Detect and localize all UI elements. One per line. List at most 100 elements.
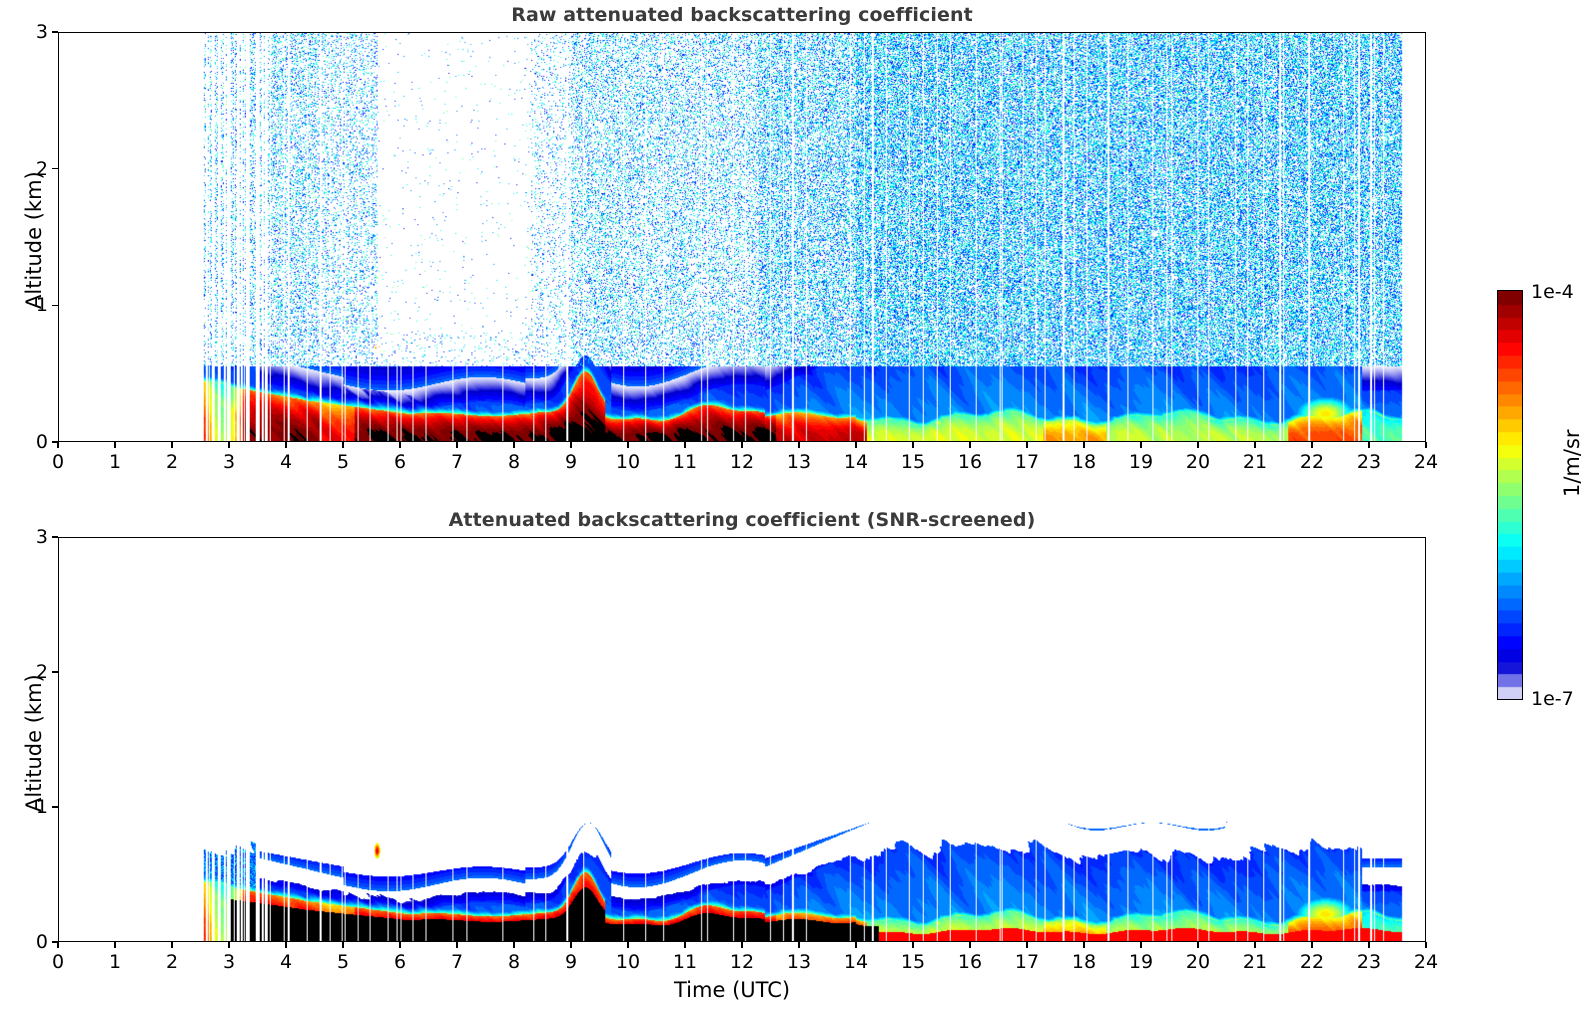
x-ticklabel-raw-15: 15 [900, 451, 926, 473]
panel-title-raw: Raw attenuated backscattering coefficien… [511, 4, 973, 26]
x-ticklabel-raw-14: 14 [843, 451, 869, 473]
x-ticklabel-raw-17: 17 [1014, 451, 1040, 473]
x-ticklabel-screened-2: 2 [165, 951, 179, 973]
x-tick-raw-13 [798, 442, 800, 448]
x-tick-screened-0 [57, 942, 59, 948]
y-ticklabel-screened-2: 2 [35, 661, 48, 683]
x-tick-raw-6 [399, 442, 401, 448]
x-ticklabel-screened-6: 6 [393, 951, 407, 973]
x-ticklabel-screened-9: 9 [564, 951, 578, 973]
x-ticklabel-screened-1: 1 [108, 951, 122, 973]
x-tick-raw-16 [969, 442, 971, 448]
x-tick-raw-5 [342, 442, 344, 448]
colorbar-min-label: 1e-7 [1531, 688, 1574, 710]
x-tick-raw-20 [1197, 442, 1199, 448]
x-ticklabel-raw-9: 9 [564, 451, 578, 473]
x-tick-screened-15 [912, 942, 914, 948]
y-axis-label-screened: Altitude (km) [22, 673, 46, 812]
x-tick-raw-15 [912, 442, 914, 448]
x-ticklabel-screened-20: 20 [1185, 951, 1211, 973]
x-tick-raw-2 [171, 442, 173, 448]
x-tick-raw-0 [57, 442, 59, 448]
x-ticklabel-screened-19: 19 [1128, 951, 1154, 973]
x-tick-screened-4 [285, 942, 287, 948]
x-tick-screened-2 [171, 942, 173, 948]
x-tick-screened-17 [1026, 942, 1028, 948]
x-tick-raw-24 [1425, 442, 1427, 448]
x-ticklabel-raw-22: 22 [1299, 451, 1325, 473]
x-ticklabel-raw-16: 16 [957, 451, 983, 473]
x-ticklabel-raw-1: 1 [108, 451, 122, 473]
x-ticklabel-screened-16: 16 [957, 951, 983, 973]
x-ticklabel-screened-3: 3 [222, 951, 236, 973]
x-ticklabel-raw-7: 7 [450, 451, 464, 473]
x-ticklabel-raw-20: 20 [1185, 451, 1211, 473]
x-tick-raw-23 [1368, 442, 1370, 448]
x-tick-screened-20 [1197, 942, 1199, 948]
x-tick-raw-21 [1254, 442, 1256, 448]
x-tick-raw-1 [114, 442, 116, 448]
x-ticklabel-screened-22: 22 [1299, 951, 1325, 973]
x-ticklabel-screened-17: 17 [1014, 951, 1040, 973]
x-tick-screened-9 [570, 942, 572, 948]
y-tick-screened-1 [52, 806, 58, 808]
y-tick-raw-2 [52, 167, 58, 170]
x-tick-screened-12 [741, 942, 743, 948]
heatmap-raw [59, 33, 1425, 441]
y-tick-raw-1 [52, 304, 58, 307]
x-tick-raw-8 [513, 442, 515, 448]
x-tick-raw-7 [456, 442, 458, 448]
x-ticklabel-raw-23: 23 [1356, 451, 1382, 473]
y-tick-screened-2 [52, 671, 58, 673]
x-ticklabel-raw-4: 4 [279, 451, 293, 473]
axes-screened [58, 537, 1426, 942]
y-ticklabel-raw-3: 3 [35, 21, 48, 43]
x-ticklabel-screened-10: 10 [615, 951, 641, 973]
x-tick-screened-10 [627, 942, 629, 948]
x-ticklabel-raw-21: 21 [1242, 451, 1268, 473]
colorbar [1497, 290, 1523, 700]
x-tick-screened-23 [1368, 942, 1370, 948]
x-tick-screened-3 [228, 942, 230, 948]
x-tick-screened-18 [1083, 942, 1085, 948]
y-ticklabel-screened-3: 3 [35, 526, 48, 548]
x-ticklabel-screened-15: 15 [900, 951, 926, 973]
x-tick-screened-11 [684, 942, 686, 948]
x-tick-screened-13 [798, 942, 800, 948]
x-ticklabel-raw-0: 0 [51, 451, 65, 473]
x-tick-screened-6 [399, 942, 401, 948]
x-tick-screened-24 [1425, 942, 1427, 948]
x-tick-screened-14 [855, 942, 857, 948]
y-ticklabel-raw-2: 2 [35, 157, 48, 180]
y-tick-raw-3 [52, 31, 58, 33]
x-ticklabel-raw-2: 2 [165, 451, 179, 473]
x-tick-raw-4 [285, 442, 287, 448]
y-ticklabel-screened-1: 1 [35, 796, 48, 818]
x-ticklabel-raw-6: 6 [393, 451, 407, 473]
x-tick-screened-21 [1254, 942, 1256, 948]
colorbar-unit-label: 1/m/sr [1560, 429, 1584, 497]
x-ticklabel-screened-0: 0 [51, 951, 65, 973]
x-tick-raw-3 [228, 442, 230, 448]
x-ticklabel-screened-11: 11 [672, 951, 698, 973]
x-tick-screened-22 [1311, 942, 1313, 948]
x-tick-screened-1 [114, 942, 116, 948]
x-tick-raw-9 [570, 442, 572, 448]
x-ticklabel-raw-11: 11 [672, 451, 698, 473]
x-ticklabel-raw-13: 13 [786, 451, 812, 473]
x-tick-raw-10 [627, 442, 629, 448]
x-tick-screened-8 [513, 942, 515, 948]
x-ticklabel-screened-4: 4 [279, 951, 293, 973]
x-ticklabel-raw-24: 24 [1413, 451, 1439, 473]
x-tick-raw-18 [1083, 442, 1085, 448]
x-ticklabel-raw-8: 8 [507, 451, 521, 473]
x-ticklabel-screened-7: 7 [450, 951, 464, 973]
x-ticklabel-screened-5: 5 [336, 951, 350, 973]
colorbar-max-label: 1e-4 [1531, 281, 1574, 303]
x-tick-raw-22 [1311, 442, 1313, 448]
y-ticklabel-raw-1: 1 [35, 294, 48, 317]
axes-raw [58, 32, 1426, 442]
x-tick-raw-12 [741, 442, 743, 448]
x-ticklabel-raw-18: 18 [1071, 451, 1097, 473]
x-ticklabel-screened-14: 14 [843, 951, 869, 973]
